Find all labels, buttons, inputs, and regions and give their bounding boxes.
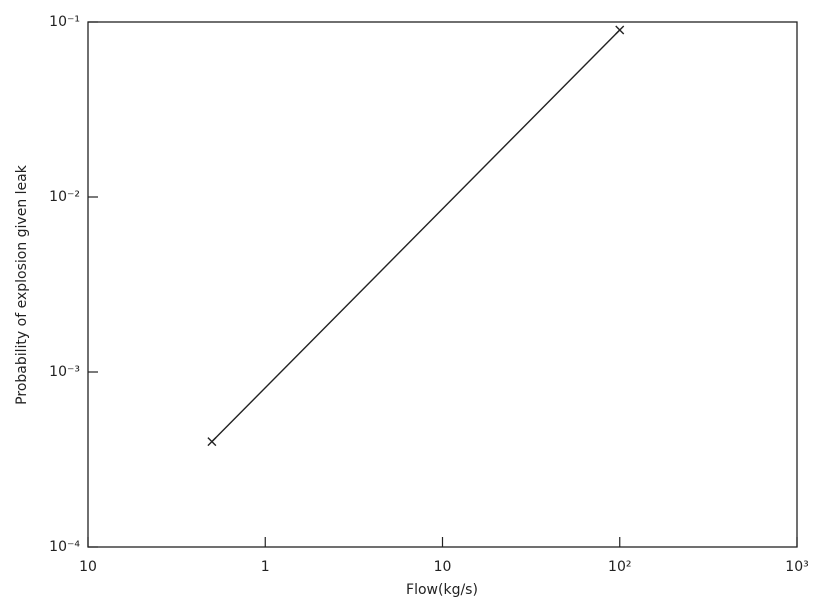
y-tick-label: 10⁻³	[49, 364, 80, 380]
plot-frame	[88, 22, 797, 547]
point-marker	[616, 26, 624, 34]
x-tick-label: 1	[261, 559, 270, 575]
y-tick-label: 10⁻⁴	[49, 539, 80, 555]
point-marker	[208, 438, 216, 446]
x-tick-label: 10	[434, 559, 452, 575]
x-tick-label: 10	[79, 559, 97, 575]
y-tick-label: 10⁻²	[49, 189, 80, 205]
chart: Flow(kg/s) Probability of explosion give…	[0, 0, 816, 603]
x-tick-label: 10³	[785, 559, 808, 575]
y-axis-label: Probability of explosion given leak	[14, 164, 30, 405]
y-tick-label: 10⁻¹	[49, 14, 80, 30]
x-axis-label: Flow(kg/s)	[406, 582, 478, 598]
series-line	[212, 30, 620, 442]
x-tick-label: 10²	[608, 559, 631, 575]
